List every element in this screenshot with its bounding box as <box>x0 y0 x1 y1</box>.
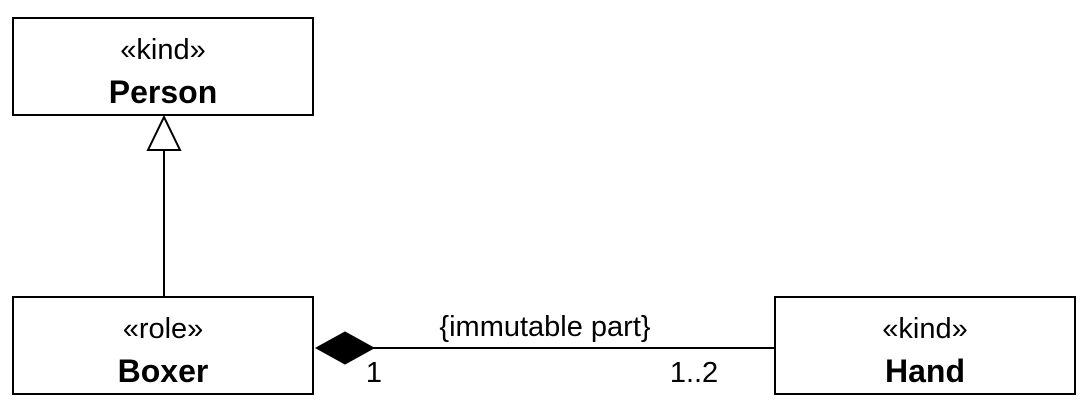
class-boxer-name: Boxer <box>118 353 209 389</box>
class-boxer[interactable]: «role» Boxer <box>12 296 314 395</box>
class-person-box <box>12 17 314 116</box>
class-hand-box <box>774 296 1076 395</box>
class-hand-name: Hand <box>885 353 965 389</box>
generalization-boxer-person[interactable] <box>146 114 182 297</box>
composition-boxer-hand[interactable]: {immutable part} 1 1..2 <box>314 311 775 389</box>
composition-diamond <box>314 331 376 365</box>
class-person-stereotype: «kind» <box>120 34 205 66</box>
class-person-name: Person <box>109 74 217 110</box>
whole-multiplicity: 1 <box>366 357 382 389</box>
generalization-arrowhead <box>146 114 182 151</box>
composition-constraint: {immutable part} <box>439 311 650 343</box>
class-boxer-box <box>12 296 314 395</box>
class-person[interactable]: «kind» Person <box>12 17 314 116</box>
part-multiplicity: 1..2 <box>670 357 718 389</box>
class-hand-stereotype: «kind» <box>882 313 967 345</box>
class-boxer-stereotype: «role» <box>123 313 204 345</box>
class-hand[interactable]: «kind» Hand <box>774 296 1076 395</box>
